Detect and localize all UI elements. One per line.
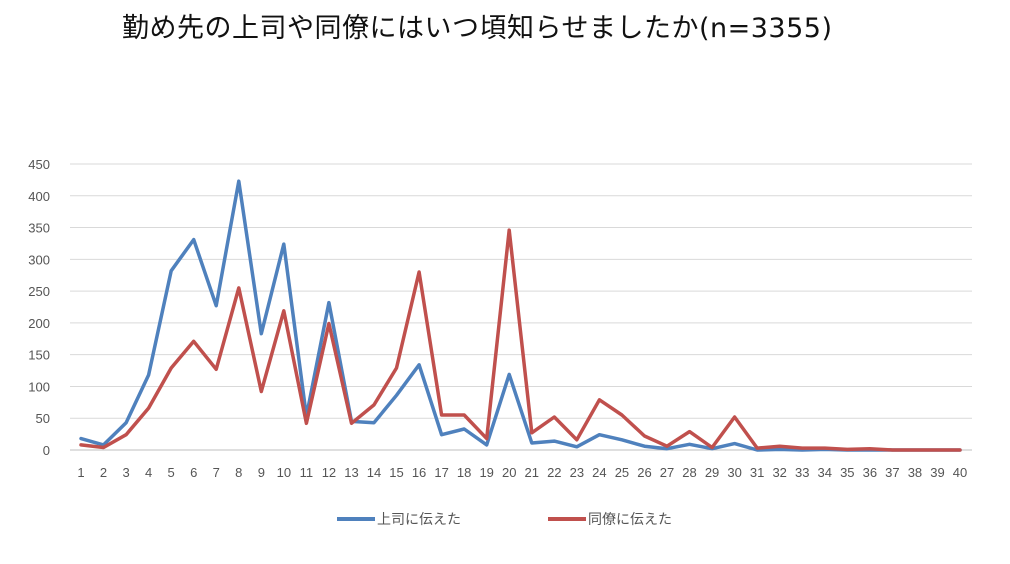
x-tick-label: 39 [930, 465, 944, 480]
y-tick-label: 200 [28, 316, 50, 331]
x-tick-label: 8 [235, 465, 242, 480]
x-tick-label: 6 [190, 465, 197, 480]
x-tick-label: 36 [863, 465, 877, 480]
y-tick-label: 0 [43, 443, 50, 458]
x-tick-label: 7 [213, 465, 220, 480]
y-tick-label: 450 [28, 157, 50, 172]
x-tick-label: 5 [168, 465, 175, 480]
chart-title: 勤め先の上司や同僚にはいつ頃知らせましたか(n=3355) [122, 13, 833, 44]
x-tick-label: 11 [300, 465, 314, 480]
x-tick-label: 24 [592, 465, 606, 480]
x-tick-label: 1 [77, 465, 84, 480]
x-tick-label: 25 [615, 465, 629, 480]
x-tick-label: 18 [457, 465, 471, 480]
x-tick-label: 38 [908, 465, 922, 480]
y-tick-label: 100 [28, 379, 50, 394]
y-axis-ticks: 0 50 100 150 200 250 300 350 400 450 [28, 157, 50, 458]
y-tick-label: 300 [28, 252, 50, 267]
x-tick-label: 12 [322, 465, 336, 480]
x-tick-label: 17 [434, 465, 448, 480]
x-tick-label: 15 [389, 465, 403, 480]
x-tick-label: 21 [525, 465, 539, 480]
legend-label: 同僚に伝えた [588, 512, 672, 528]
gridlines [70, 163, 972, 451]
x-tick-label: 16 [412, 465, 426, 480]
x-tick-label: 34 [818, 465, 832, 480]
series-line-1 [79, 179, 962, 452]
x-tick-label: 20 [502, 465, 516, 480]
x-tick-label: 19 [479, 465, 493, 480]
x-tick-label: 35 [840, 465, 854, 480]
series-line-2 [79, 228, 962, 452]
x-tick-label: 32 [772, 465, 786, 480]
x-tick-label: 13 [344, 465, 358, 480]
x-tick-label: 29 [705, 465, 719, 480]
x-tick-label: 14 [367, 465, 381, 480]
y-tick-label: 150 [28, 348, 50, 363]
x-tick-label: 31 [750, 465, 764, 480]
x-tick-label: 9 [258, 465, 265, 480]
y-tick-label: 250 [28, 284, 50, 299]
x-tick-label: 10 [277, 465, 291, 480]
x-tick-label: 33 [795, 465, 809, 480]
legend: 上司に伝えた 同僚に伝えた [337, 512, 672, 528]
x-tick-label: 28 [682, 465, 696, 480]
x-tick-label: 26 [637, 465, 651, 480]
y-tick-label: 350 [28, 221, 50, 236]
x-tick-label: 3 [122, 465, 129, 480]
legend-label: 上司に伝えた [377, 512, 461, 528]
y-tick-label: 400 [28, 189, 50, 204]
x-tick-label: 30 [727, 465, 741, 480]
y-tick-label: 50 [36, 411, 50, 426]
x-tick-label: 23 [570, 465, 584, 480]
x-tick-label: 22 [547, 465, 561, 480]
x-tick-label: 37 [885, 465, 899, 480]
x-tick-label: 2 [100, 465, 107, 480]
series-lines [79, 179, 962, 452]
x-tick-label: 40 [953, 465, 967, 480]
x-tick-label: 4 [145, 465, 152, 480]
x-tick-label: 27 [660, 465, 674, 480]
x-axis-ticks: 1 2 3 4 5 6 7 8 9 10 11 12 13 14 15 16 17 18 19 20 21 22 23 24 2… [77, 465, 967, 480]
